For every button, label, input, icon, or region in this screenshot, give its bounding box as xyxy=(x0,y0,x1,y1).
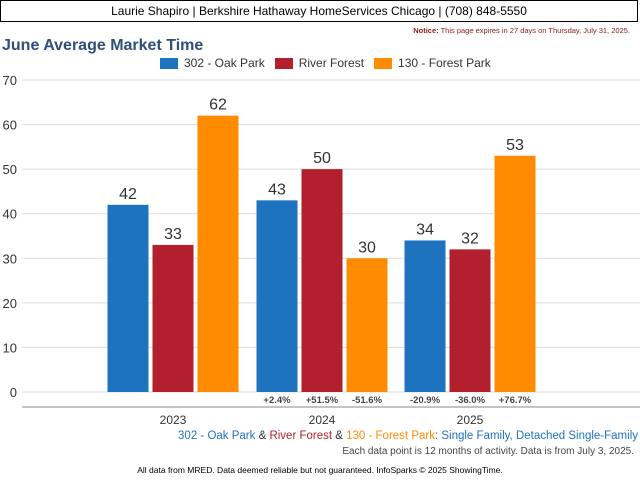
legend-item-oak-park[interactable]: 302 - Oak Park xyxy=(160,56,265,70)
bar xyxy=(346,258,388,392)
agent-header-text: Laurie Shapiro | Berkshire Hathaway Home… xyxy=(111,4,527,18)
bar xyxy=(107,204,149,392)
legend-label-forest-park: 130 - Forest Park xyxy=(398,56,491,70)
bar-value-label: 50 xyxy=(313,150,331,167)
legend-item-forest-park[interactable]: 130 - Forest Park xyxy=(374,56,491,70)
bar-value-label: 34 xyxy=(416,221,434,238)
footnote-series-river-forest: River Forest xyxy=(269,430,333,442)
series-footnote: 302 - Oak Park & River Forest & 130 - Fo… xyxy=(178,430,638,442)
y-tick-label: 70 xyxy=(3,73,17,88)
legend-item-river-forest[interactable]: River Forest xyxy=(274,56,365,70)
notice-label: Notice: xyxy=(413,26,439,35)
percent-change-label: +2.4% xyxy=(263,395,291,406)
bar-value-label: 30 xyxy=(358,239,376,256)
bar xyxy=(301,169,343,392)
chart-legend: 302 - Oak Park River Forest 130 - Forest… xyxy=(160,56,491,70)
bar xyxy=(197,115,239,393)
y-tick-label: 20 xyxy=(3,296,17,311)
data-period-note: Each data point is 12 months of activity… xyxy=(342,446,634,457)
y-tick-label: 10 xyxy=(3,340,17,355)
bar xyxy=(404,240,446,392)
y-tick-label: 40 xyxy=(3,207,17,222)
bar-value-label: 42 xyxy=(119,186,137,203)
legend-label-river-forest: River Forest xyxy=(298,56,365,70)
bar xyxy=(449,249,491,392)
y-tick-label: 50 xyxy=(3,162,17,177)
footnote-sep-2: & xyxy=(332,430,347,442)
y-tick-label: 0 xyxy=(10,385,17,400)
percent-change-label: +76.7% xyxy=(499,395,532,406)
footnote-sep-1: & xyxy=(255,430,270,442)
bar-value-label: 62 xyxy=(209,97,227,114)
legend-swatch-oak-park xyxy=(160,57,178,69)
bar-value-label: 53 xyxy=(506,137,524,154)
footnote-property-type: : Single Family, Detached Single-Family xyxy=(434,430,638,442)
percent-change-label: -20.9% xyxy=(410,395,441,406)
x-tick-label: 2025 xyxy=(457,413,484,427)
percent-change-label: +51.5% xyxy=(306,395,339,406)
bar-value-label: 43 xyxy=(268,181,286,198)
footnote-series-oak-park: 302 - Oak Park xyxy=(178,430,256,442)
data-disclaimer: All data from MRED. Data deemed reliable… xyxy=(137,465,503,475)
percent-change-label: -51.6% xyxy=(352,395,383,406)
agent-header: Laurie Shapiro | Berkshire Hathaway Home… xyxy=(0,0,638,22)
x-tick-label: 2023 xyxy=(160,413,187,427)
bar xyxy=(256,200,298,392)
y-tick-label: 60 xyxy=(3,118,17,133)
y-tick-label: 30 xyxy=(3,251,17,266)
legend-swatch-river-forest xyxy=(274,57,293,69)
notice-text: This page expires in 27 days on Thursday… xyxy=(438,26,630,35)
chart-title: June Average Market Time xyxy=(2,37,204,54)
x-tick-label: 2024 xyxy=(309,413,336,427)
footnote-series-forest-park: 130 - Forest Park xyxy=(346,430,435,442)
bar xyxy=(152,244,194,392)
bar-value-label: 32 xyxy=(461,230,479,247)
legend-label-oak-park: 302 - Oak Park xyxy=(184,56,265,70)
percent-change-label: -36.0% xyxy=(455,395,486,406)
bar xyxy=(494,155,536,392)
expiry-notice: Notice: This page expires in 27 days on … xyxy=(413,26,630,35)
legend-swatch-forest-park xyxy=(374,57,393,69)
bar-value-label: 33 xyxy=(164,226,182,243)
